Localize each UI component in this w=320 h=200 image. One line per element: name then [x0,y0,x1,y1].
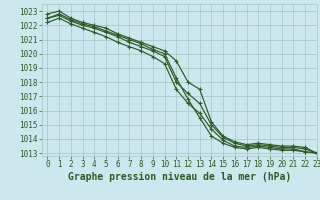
X-axis label: Graphe pression niveau de la mer (hPa): Graphe pression niveau de la mer (hPa) [68,172,291,182]
